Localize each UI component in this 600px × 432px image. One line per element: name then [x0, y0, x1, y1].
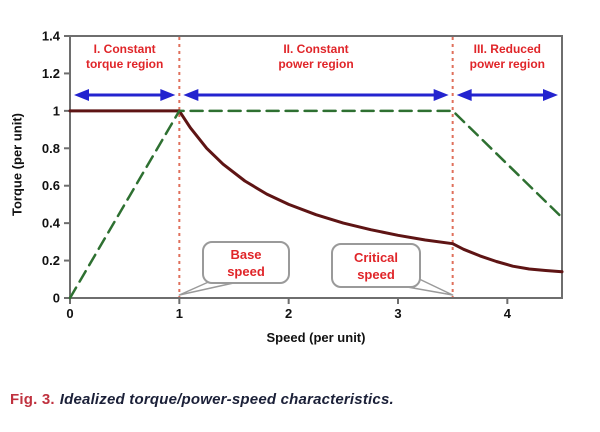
- x-axis-title: Speed (per unit): [266, 330, 366, 345]
- y-axis-title: Torque (per unit): [9, 112, 25, 217]
- region-arrow-1-right-head-icon: [160, 89, 176, 101]
- region-label-2: II. Constant power region: [241, 42, 391, 72]
- callout-text-line1: Base: [230, 246, 262, 262]
- y-axis-tick-label: 1.4: [42, 29, 61, 44]
- torque-speed-chart: 0 1 2 3 4 0 0.2 0.4 0.6 0.8 1 1.2 1.4 Torque (per un…: [9, 29, 582, 345]
- x-axis-tick-label: 2: [285, 306, 292, 321]
- region-label-1-line2: torque region: [85, 57, 164, 71]
- torque-curve: [68, 109, 564, 274]
- region-label-2-line1: II. Constant: [283, 42, 349, 56]
- region-arrow-3-right-head-icon: [543, 89, 558, 101]
- y-axis-tick-label: 0: [53, 291, 60, 306]
- region-arrow-2-left-head-icon: [183, 89, 199, 101]
- region-label-2-line2: power region: [278, 57, 354, 71]
- y-axis-tick-label: 1: [53, 103, 60, 118]
- callout-critical-speed: Critical speed: [331, 243, 421, 288]
- region-label-1-line1: I. Constant: [93, 42, 156, 56]
- x-axis-tick-label: 1: [176, 306, 183, 321]
- callout-text-line2: speed: [227, 263, 265, 279]
- x-axis-tick-label: 3: [394, 306, 401, 321]
- region-label-3: III. Reduced power region: [432, 42, 582, 72]
- power-curve: [68, 109, 564, 300]
- callout-text-line1: Critical: [353, 249, 399, 265]
- figure-caption-text: Idealized torque/power-speed characteris…: [59, 391, 394, 408]
- chart-canvas: 0 1 2 3 4 0 0.2 0.4 0.6 0.8 1 1.2 1.4: [42, 29, 564, 321]
- x-axis-tick-label: 0: [66, 306, 73, 321]
- x-axis-tick-label: 4: [504, 306, 512, 321]
- callout-base-speed: Base speed: [202, 241, 290, 284]
- y-axis-tick-label: 0.4: [42, 216, 61, 231]
- region-arrow-1-left-head-icon: [74, 89, 89, 101]
- region-label-1: I. Constant torque region: [50, 42, 200, 72]
- y-axis-tick-label: 0.6: [42, 178, 60, 193]
- region-arrow-3-left-head-icon: [456, 89, 472, 101]
- y-axis-tick-label: 0.8: [42, 141, 60, 156]
- callout-text-line2: speed: [357, 266, 395, 282]
- y-axis-tick-label: 1.2: [42, 66, 60, 81]
- region-label-3-line2: power region: [469, 57, 545, 71]
- y-axis-tick-label: 0.2: [42, 253, 60, 268]
- region-arrow-2-right-head-icon: [433, 89, 449, 101]
- region-label-3-line1: III. Reduced: [473, 42, 541, 56]
- figure-caption-label: Fig. 3.: [10, 391, 55, 408]
- figure-caption: Fig. 3. Idealized torque/power-speed char…: [10, 391, 394, 408]
